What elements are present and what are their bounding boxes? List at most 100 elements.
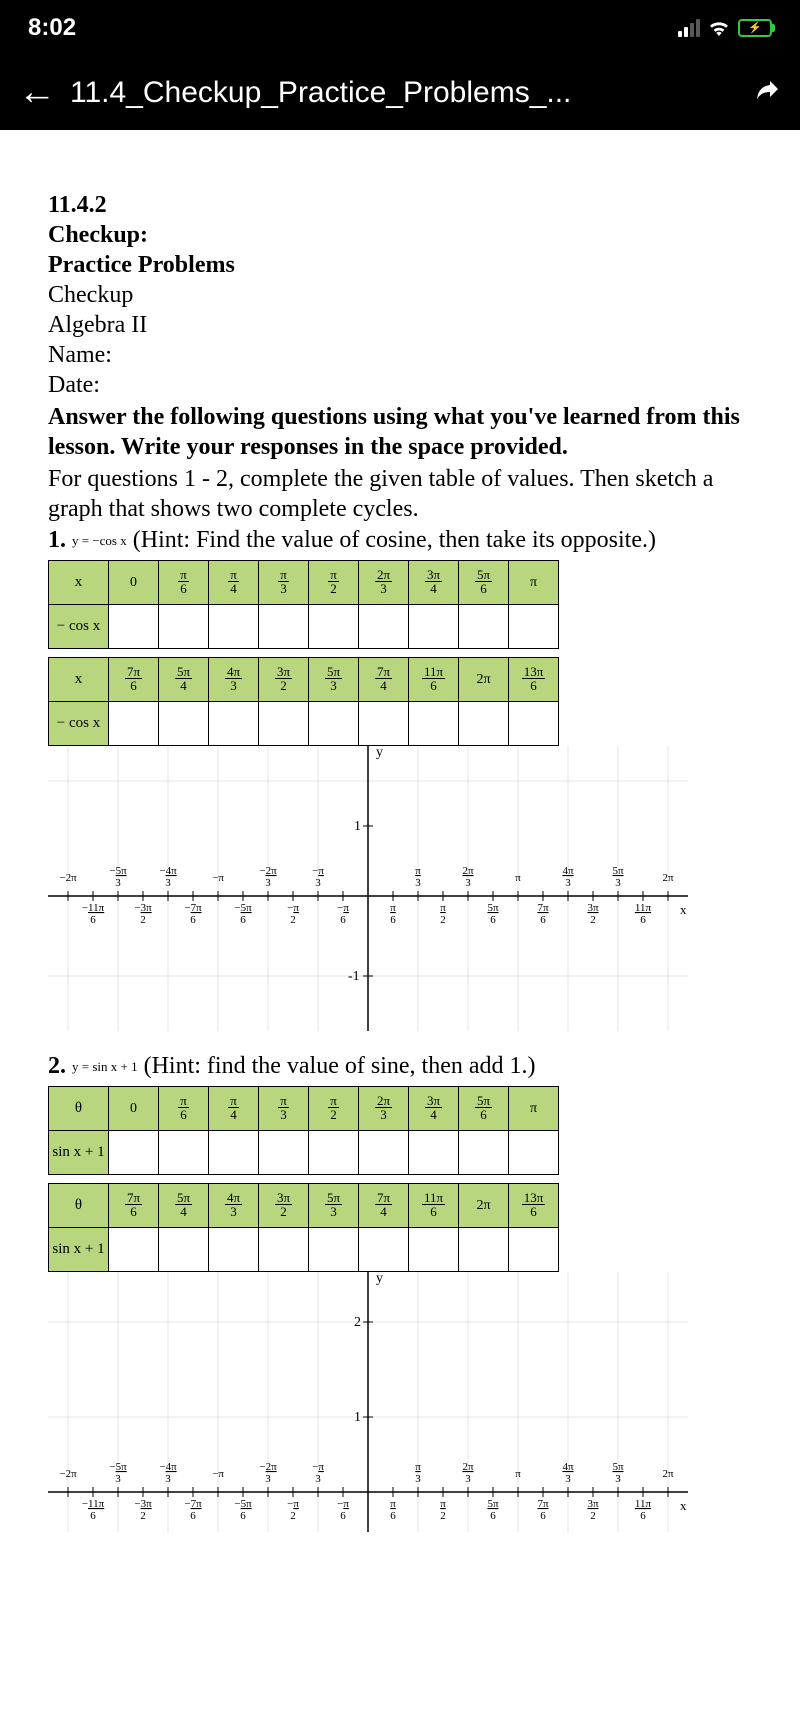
section-num: 11.4.2 [48, 190, 770, 220]
svg-text:11π: 11π [635, 902, 652, 914]
svg-text:x: x [680, 902, 687, 917]
graph-q2: y 2 1 x −2π−5π3 −4π3 −π −2π3 −π3 π3 2π3 … [48, 1272, 770, 1532]
svg-text:π: π [440, 1498, 446, 1510]
course: Algebra II [48, 310, 770, 340]
svg-text:3π: 3π [587, 902, 599, 914]
svg-text:−π: −π [287, 902, 299, 914]
svg-text:2π: 2π [662, 1468, 674, 1480]
graph-q1: y 1 -1 x −2π−5π3 −4π3 −π −2π3 −π3 π3 2π3… [48, 746, 770, 1031]
nav-title: 11.4_Checkup_Practice_Problems_... [70, 76, 736, 110]
svg-text:−5π: −5π [234, 902, 252, 914]
svg-text:3π: 3π [587, 1498, 599, 1510]
svg-text:3: 3 [265, 877, 271, 889]
svg-text:6: 6 [240, 914, 246, 926]
svg-text:2π: 2π [662, 872, 674, 884]
svg-text:π: π [390, 902, 396, 914]
svg-text:−π: −π [337, 1498, 349, 1510]
wifi-icon [708, 20, 730, 36]
svg-text:−π: −π [287, 1498, 299, 1510]
svg-text:x: x [680, 1498, 687, 1513]
svg-text:2: 2 [354, 1315, 361, 1330]
svg-text:−4π: −4π [159, 1461, 177, 1473]
svg-text:6: 6 [190, 1510, 196, 1522]
svg-text:6: 6 [640, 1510, 646, 1522]
svg-text:−11π: −11π [82, 902, 105, 914]
svg-text:3: 3 [115, 1473, 121, 1485]
svg-text:−11π: −11π [82, 1498, 105, 1510]
svg-text:−2π: −2π [259, 1461, 277, 1473]
svg-text:6: 6 [390, 1510, 396, 1522]
svg-text:1: 1 [354, 1410, 361, 1425]
back-icon[interactable]: ← [18, 71, 56, 114]
svg-text:3: 3 [315, 1473, 321, 1485]
svg-text:3: 3 [565, 877, 571, 889]
table-q1b: x7π65π44π33π25π37π411π62π13π6 − cos x [48, 657, 559, 746]
svg-text:6: 6 [340, 1510, 346, 1522]
svg-text:3: 3 [265, 1473, 271, 1485]
svg-text:2: 2 [440, 914, 446, 926]
svg-text:5π: 5π [487, 902, 499, 914]
svg-text:−2π: −2π [59, 1468, 77, 1480]
svg-text:−π: −π [337, 902, 349, 914]
svg-text:4π: 4π [562, 865, 574, 877]
svg-text:−4π: −4π [159, 865, 177, 877]
share-icon[interactable] [750, 77, 782, 109]
svg-text:2: 2 [140, 1510, 146, 1522]
instructions-1: Answer the following questions using wha… [48, 402, 770, 462]
svg-text:2: 2 [290, 914, 296, 926]
svg-text:6: 6 [640, 914, 646, 926]
svg-text:6: 6 [490, 1510, 496, 1522]
svg-text:6: 6 [390, 914, 396, 926]
svg-text:−π: −π [212, 872, 224, 884]
svg-text:3: 3 [465, 877, 471, 889]
svg-text:2: 2 [590, 914, 596, 926]
svg-text:6: 6 [340, 914, 346, 926]
svg-text:−5π: −5π [234, 1498, 252, 1510]
svg-text:3: 3 [115, 877, 121, 889]
svg-text:3: 3 [165, 877, 171, 889]
svg-text:2: 2 [590, 1510, 596, 1522]
svg-text:6: 6 [540, 1510, 546, 1522]
svg-text:3: 3 [415, 1473, 421, 1485]
svg-text:3: 3 [415, 877, 421, 889]
svg-text:−7π: −7π [184, 1498, 202, 1510]
svg-text:-1: -1 [348, 969, 360, 984]
checkup-label: Checkup: [48, 220, 770, 250]
svg-text:3: 3 [565, 1473, 571, 1485]
table-q1a: x0π6π4π3π22π33π45π6π − cos x [48, 560, 559, 649]
checkup-sub: Checkup [48, 280, 770, 310]
svg-text:π: π [515, 872, 521, 884]
status-time: 8:02 [28, 14, 76, 42]
svg-text:2: 2 [290, 1510, 296, 1522]
svg-text:6: 6 [90, 1510, 96, 1522]
doc-header: 11.4.2 Checkup: Practice Problems Checku… [48, 190, 770, 400]
svg-text:5π: 5π [612, 865, 624, 877]
svg-text:6: 6 [90, 914, 96, 926]
subtitle: Practice Problems [48, 250, 770, 280]
svg-text:−π: −π [312, 865, 324, 877]
svg-text:2: 2 [440, 1510, 446, 1522]
status-right: ⚡ [678, 19, 772, 37]
svg-text:6: 6 [540, 914, 546, 926]
svg-text:π: π [390, 1498, 396, 1510]
svg-text:6: 6 [490, 914, 496, 926]
svg-text:2π: 2π [462, 1461, 474, 1473]
svg-text:3: 3 [615, 1473, 621, 1485]
svg-text:6: 6 [240, 1510, 246, 1522]
svg-text:2π: 2π [462, 865, 474, 877]
svg-text:−3π: −3π [134, 902, 152, 914]
svg-text:π: π [415, 1461, 421, 1473]
svg-text:−π: −π [312, 1461, 324, 1473]
question-1: 1. y = −cos x (Hint: Find the value of c… [48, 527, 770, 554]
svg-text:5π: 5π [612, 1461, 624, 1473]
nav-bar: ← 11.4_Checkup_Practice_Problems_... [0, 55, 800, 130]
svg-text:3: 3 [465, 1473, 471, 1485]
svg-text:3: 3 [615, 877, 621, 889]
table-q2b: θ7π65π44π33π25π37π411π62π13π6 sin x + 1 [48, 1183, 559, 1272]
svg-text:π: π [415, 865, 421, 877]
table-q2a: θ0π6π4π3π22π33π45π6π sin x + 1 [48, 1086, 559, 1175]
svg-text:−2π: −2π [259, 865, 277, 877]
signal-icon [678, 19, 700, 37]
svg-text:5π: 5π [487, 1498, 499, 1510]
svg-text:4π: 4π [562, 1461, 574, 1473]
